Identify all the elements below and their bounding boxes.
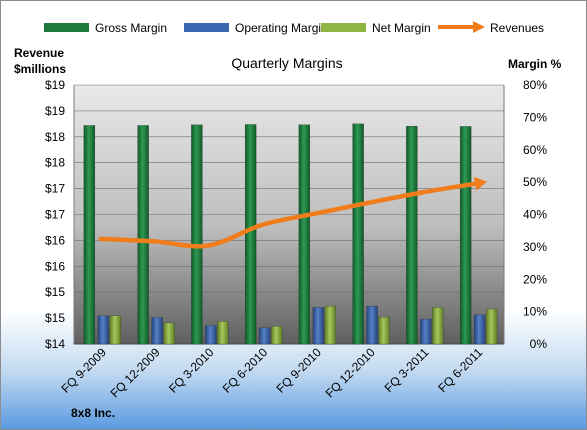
legend-swatch-operating-margin (184, 23, 229, 32)
revenue-line (98, 176, 487, 249)
left-tick-label: $15 (45, 311, 65, 325)
bar-gross-margin (244, 124, 257, 345)
bar-operating-margin (97, 315, 110, 345)
legend-swatch-net-margin (321, 23, 366, 32)
legend-label-gross-margin: Gross Margin (95, 21, 167, 35)
right-tick-label: 40% (523, 208, 547, 222)
bar-gross-margin (191, 124, 203, 345)
bar-net-margin (485, 308, 498, 345)
bar-net-margin (378, 316, 390, 345)
right-tick-label: 60% (523, 143, 547, 157)
bar-gross-margin (298, 124, 311, 345)
legend-swatch-gross-margin (44, 23, 89, 32)
right-tick-label: 10% (523, 305, 547, 319)
revenue-line-arrowhead (474, 176, 487, 191)
footer-company: 8x8 Inc. (71, 406, 115, 420)
x-axis-label: FQ 6-2010 (220, 345, 271, 396)
left-tick-label: $17 (45, 182, 65, 196)
bar-net-margin (163, 322, 175, 345)
right-tick-label: 80% (523, 78, 547, 92)
left-tick-label: $15 (45, 285, 65, 299)
left-tick-label: $19 (45, 78, 65, 92)
bar-gross-margin (83, 125, 96, 345)
bar-operating-margin (205, 325, 217, 345)
bar-operating-margin (420, 318, 432, 345)
bar-operating-margin (151, 317, 163, 345)
right-axis-label: Margin % (508, 57, 562, 71)
bar-gross-margin (459, 126, 472, 345)
legend-label-net-margin: Net Margin (372, 21, 431, 35)
bar-gross-margin (406, 125, 418, 345)
tick-labels: $14 $15 $15 $16 $16 $17 $17 $18 $18 $19 $19 0% 10% 20… (45, 78, 547, 351)
bar-gross-margin (352, 123, 364, 345)
left-tick-label: $14 (45, 337, 65, 351)
x-axis-label: FQ 9-2009 (59, 345, 110, 396)
left-axis-label-line-1: Revenue (14, 46, 64, 60)
bar-net-margin (217, 321, 229, 345)
bar-operating-margin (312, 307, 325, 345)
bars (83, 123, 498, 345)
bar-net-margin (324, 305, 337, 345)
x-axis-label: FQ 3-2010 (166, 345, 217, 396)
bar-operating-margin (473, 314, 486, 345)
bar-net-margin (109, 315, 122, 345)
x-axis-label: FQ 9-2010 (274, 345, 325, 396)
bar-operating-margin (366, 305, 378, 345)
bar-gross-margin (137, 125, 149, 345)
right-tick-label: 0% (530, 337, 548, 351)
x-axis-label: FQ 12-2010 (323, 345, 378, 400)
left-tick-label: $16 (45, 259, 65, 273)
left-tick-label: $19 (45, 104, 65, 118)
right-tick-label: 50% (523, 175, 547, 189)
right-tick-label: 20% (523, 272, 547, 286)
bar-operating-margin (258, 327, 271, 345)
left-tick-label: $18 (45, 156, 65, 170)
right-tick-label: 30% (523, 240, 547, 254)
legend-arrow-revenues (473, 21, 485, 33)
x-axis-label: FQ 3-2011 (382, 345, 432, 395)
legend-label-revenues: Revenues (490, 21, 544, 35)
left-tick-label: $18 (45, 130, 65, 144)
chart-title: Quarterly Margins (231, 55, 342, 71)
x-axis-label: FQ 6-2011 (435, 345, 485, 395)
revenue-line-path (98, 181, 480, 249)
legend: Gross Margin Operating Margin Net Margin… (44, 21, 544, 35)
left-axis-label-line-2: $millions (14, 62, 66, 76)
bar-net-margin (270, 326, 283, 345)
x-axis-label: FQ 12-2009 (108, 345, 163, 400)
left-tick-label: $16 (45, 233, 65, 247)
legend-label-operating-margin: Operating Margin (235, 21, 328, 35)
right-tick-label: 70% (523, 110, 547, 124)
bar-net-margin (432, 307, 444, 345)
left-tick-label: $17 (45, 208, 65, 222)
